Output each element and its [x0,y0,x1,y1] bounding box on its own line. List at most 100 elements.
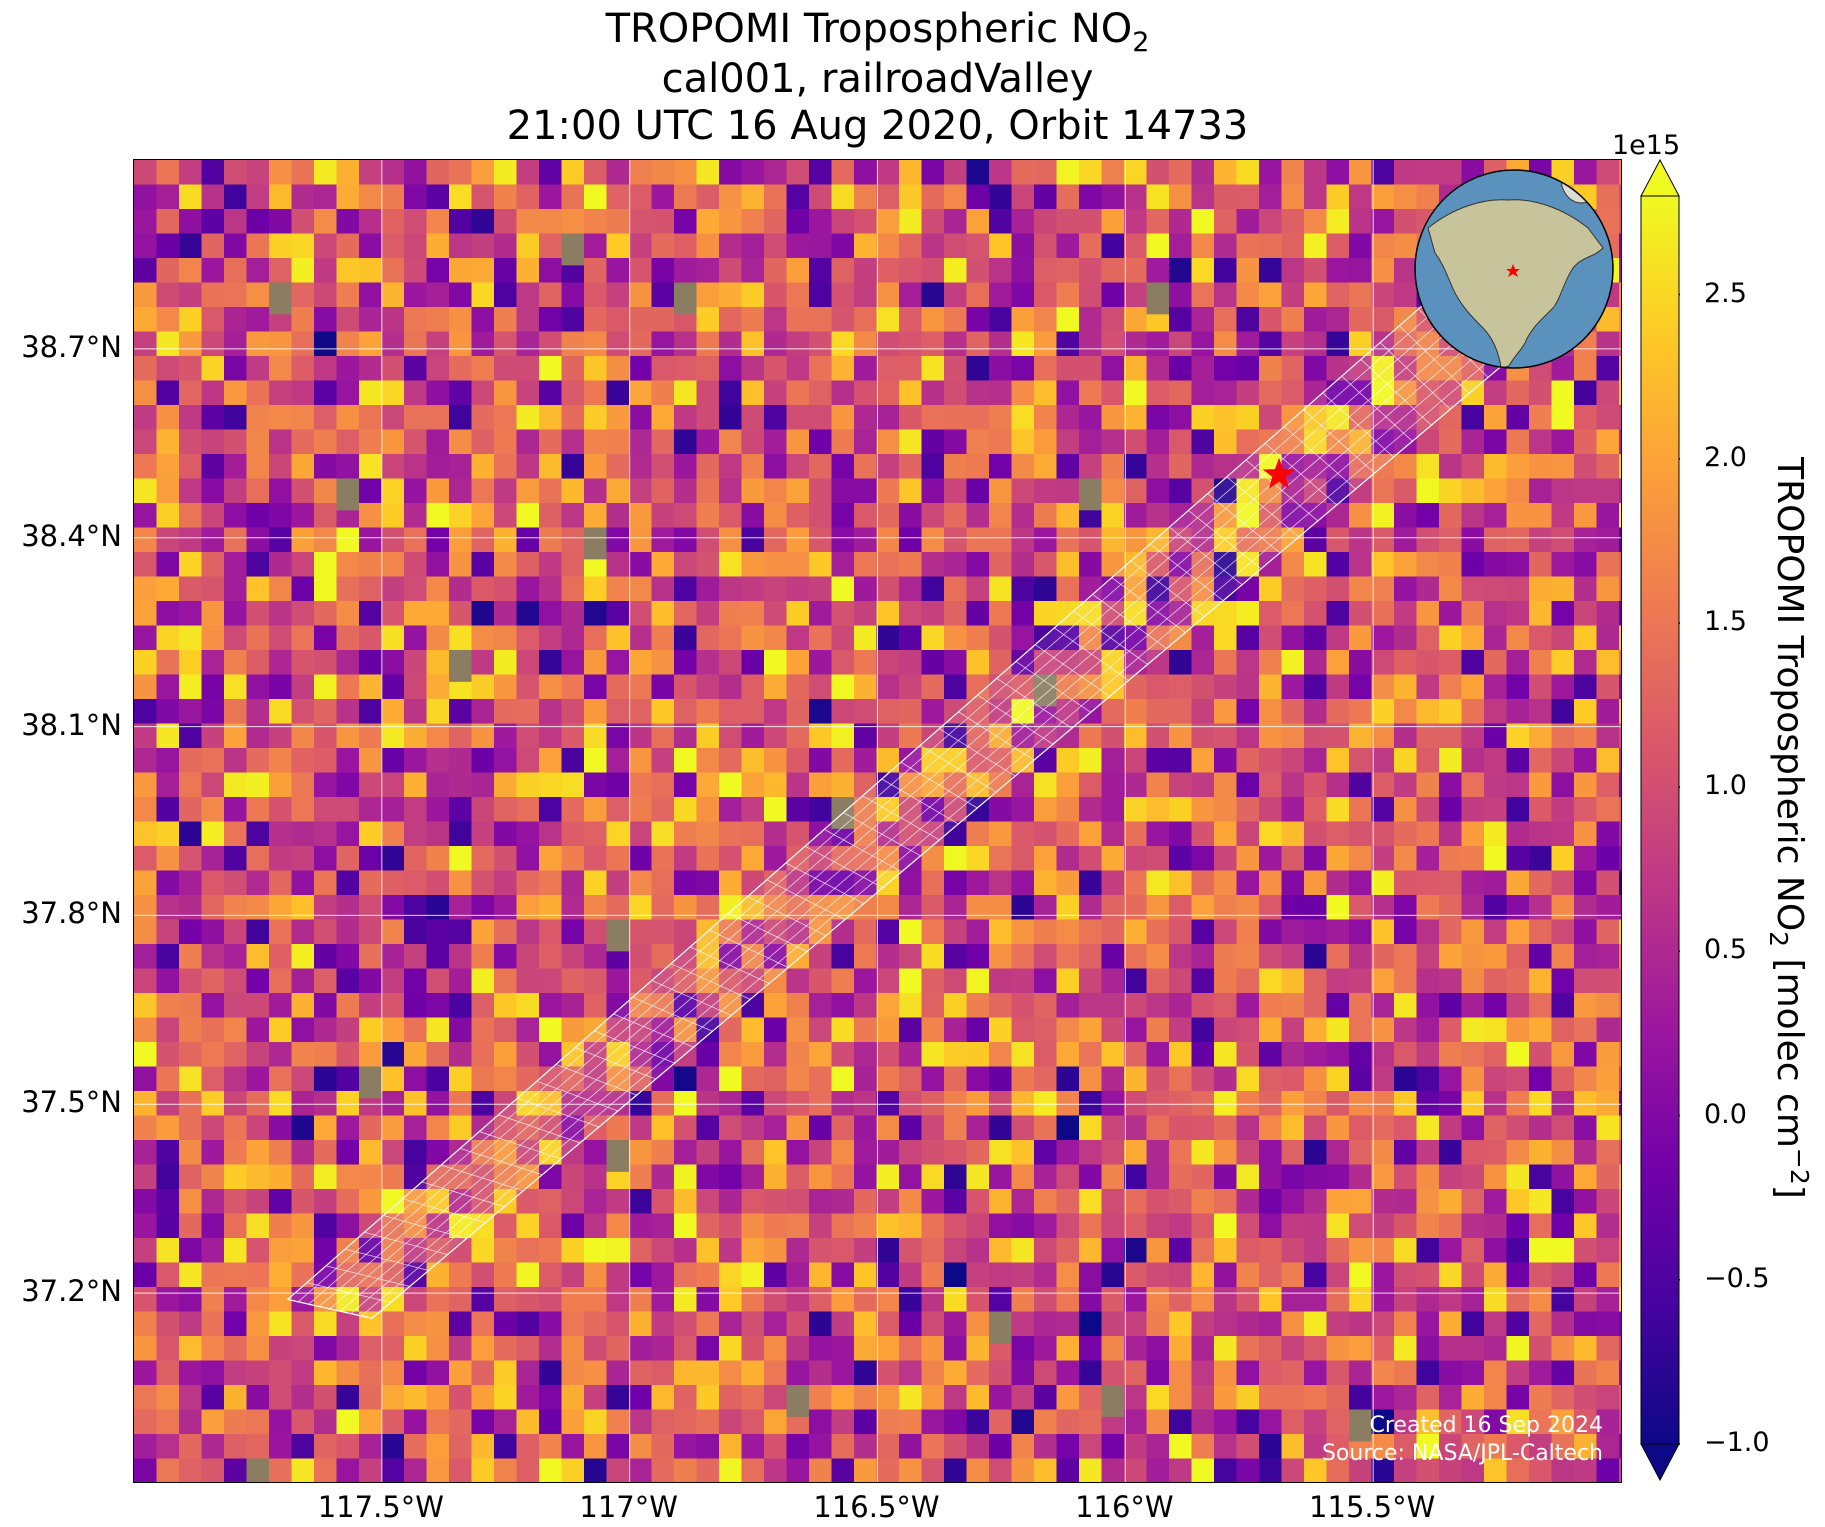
no2-pixel [809,380,833,406]
site-star-marker[interactable] [1262,457,1296,489]
no2-pixel [1214,699,1238,725]
no2-pixel [1079,895,1103,921]
no2-pixel [314,870,338,896]
no2-map[interactable] [134,160,1621,1482]
no2-pixel [854,1066,878,1092]
no2-pixel [404,748,428,774]
no2-pixel [1101,1311,1125,1337]
no2-pixel [1484,1311,1508,1337]
no2-pixel [674,748,698,774]
no2-pixel [899,821,923,847]
no2-pixel [899,1434,923,1460]
no2-pixel [1169,307,1193,333]
no2-pixel [1011,797,1035,823]
no2-pixel [1236,1140,1260,1166]
no2-pixel [899,331,923,357]
no2-pixel [1124,380,1148,406]
no2-pixel [1439,1434,1463,1460]
no2-pixel [1439,944,1463,970]
no2-pixel [201,1238,225,1264]
no2-pixel [494,821,518,847]
no2-pixel [224,233,248,259]
no2-pixel [516,503,540,529]
no2-pixel [1304,1115,1328,1141]
no2-pixel [1349,1164,1373,1190]
no2-pixel [921,1140,945,1166]
no2-pixel [1281,1287,1305,1313]
no2-pixel [1596,1311,1620,1337]
no2-pixel [1461,1287,1485,1313]
no2-pixel [1259,478,1283,504]
no2-pixel [1551,1164,1575,1190]
map-panel[interactable]: Created 16 Sep 2024 Source: NASA/JPL-Cal… [133,159,1622,1483]
no2-pixel [584,1213,608,1239]
no2-pixel [606,576,630,602]
no2-pixel [1056,870,1080,896]
no2-pixel [1596,993,1620,1019]
no2-pixel [246,993,270,1019]
no2-pixel [719,1091,743,1117]
no2-pixel [831,1311,855,1337]
no2-pixel [1596,1189,1620,1215]
no2-pixel [516,895,540,921]
no2-pixel [1461,968,1485,994]
no2-pixel [809,1042,833,1068]
no2-pixel [1461,1385,1485,1411]
no2-pixel [1101,944,1125,970]
no2-pixel [269,1409,293,1435]
no2-pixel [696,454,720,480]
no2-pixel [1439,160,1463,186]
no2-pixel [1079,1311,1103,1337]
no2-pixel [404,478,428,504]
no2-pixel [1191,748,1215,774]
no2-pixel [336,1336,360,1362]
no2-pixel [1574,699,1598,725]
no2-pixel [966,625,990,651]
no2-pixel [1416,160,1440,186]
no2-pixel [966,258,990,284]
no2-pixel [1146,576,1170,602]
no2-pixel [809,723,833,749]
no2-pixel [179,503,203,529]
no2-pixel [471,772,495,798]
no2-pixel [786,209,810,235]
no2-pixel [516,772,540,798]
no2-pixel [1011,1409,1035,1435]
no2-pixel [1551,1017,1575,1043]
no2-pixel [291,1189,315,1215]
no2-pixel [1394,576,1418,602]
no2-pixel [404,846,428,872]
no2-pixel [494,1091,518,1117]
no2-pixel [1281,968,1305,994]
no2-pixel [1506,1336,1530,1362]
no2-pixel [696,160,720,186]
no2-pixel [1394,282,1418,308]
no2-pixel [1439,1385,1463,1411]
no2-pixel [404,331,428,357]
no2-pixel [134,821,158,847]
no2-pixel [944,944,968,970]
no2-pixel [584,1164,608,1190]
no2-pixel [1439,846,1463,872]
no2-pixel [696,1042,720,1068]
no2-pixel [1169,723,1193,749]
no2-pixel [764,674,788,700]
no2-pixel [741,674,765,700]
no2-pixel [989,184,1013,210]
no2-pixel [1169,478,1193,504]
no2-pixel [1101,846,1125,872]
no2-pixel [246,405,270,431]
no2-pixel [1124,772,1148,798]
no2-pixel [561,895,585,921]
no2-pixel [1439,625,1463,651]
no2-pixel [1394,184,1418,210]
no2-pixel [1529,1115,1553,1141]
no2-pixel [921,1385,945,1411]
no2-pixel [899,601,923,627]
no2-pixel [584,307,608,333]
no2-pixel [1551,1311,1575,1337]
no2-pixel [291,1385,315,1411]
no2-pixel [134,233,158,259]
no2-pixel [1596,1336,1620,1362]
no2-pixel [156,1115,180,1141]
